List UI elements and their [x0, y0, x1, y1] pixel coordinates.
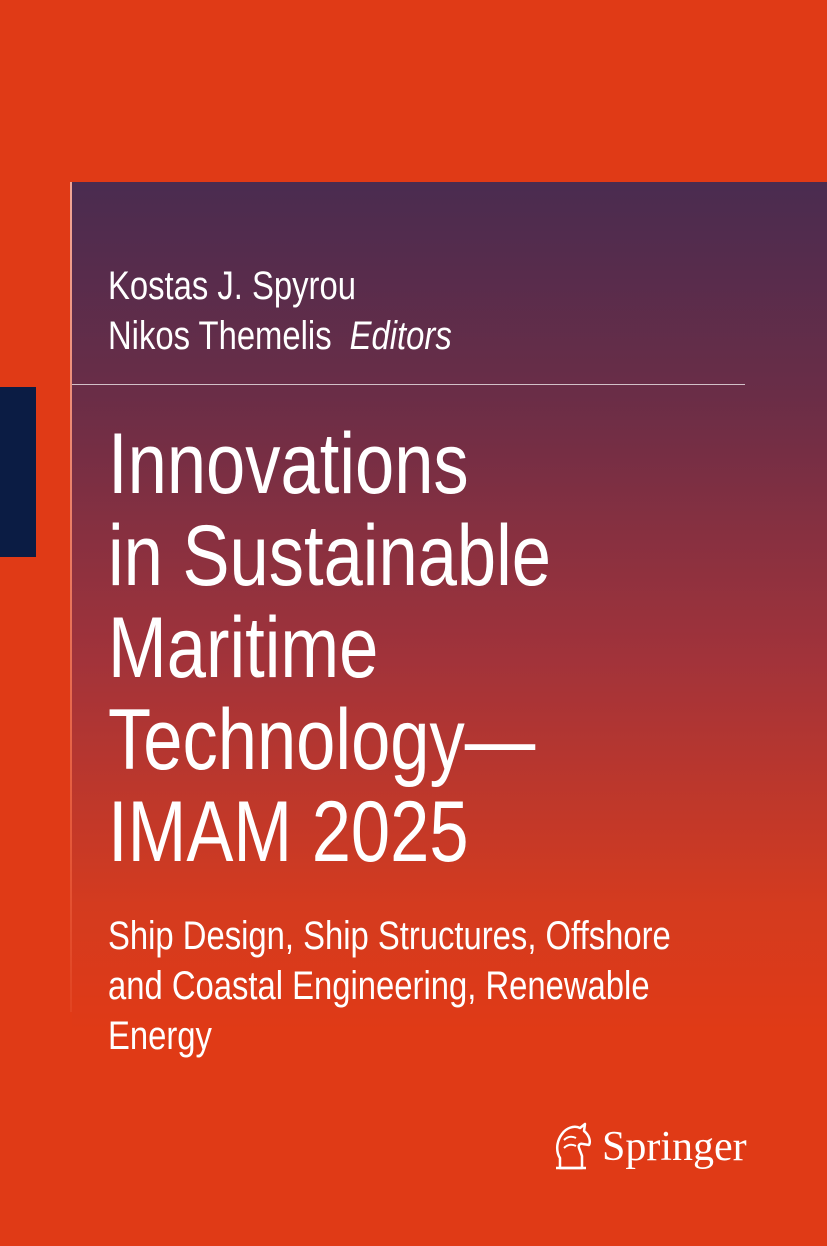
- title-line: in Sustainable: [108, 508, 552, 604]
- author-line: Nikos Themelis Editors: [108, 312, 452, 360]
- horizontal-rule: [72, 384, 745, 385]
- publisher-name: Springer: [602, 1124, 747, 1170]
- title-line: Innovations: [108, 416, 469, 512]
- editor-role: Editors: [349, 314, 452, 358]
- subtitle-line: and Coastal Engineering, Renewable: [108, 964, 650, 1008]
- author: Nikos Themelis: [108, 314, 332, 358]
- springer-horse-icon: [556, 1122, 592, 1170]
- subtitle-line: Ship Design, Ship Structures, Offshore: [108, 914, 671, 958]
- title-line: IMAM 2025: [108, 784, 469, 880]
- title-line: Maritime: [108, 600, 379, 696]
- vertical-rule: [70, 182, 72, 1012]
- navy-tab: [0, 387, 36, 557]
- author: Kostas J. Spyrou: [108, 264, 356, 308]
- title-line: Technology—: [108, 692, 536, 788]
- gradient-panel: [72, 182, 827, 1246]
- subtitle-line: Energy: [108, 1014, 212, 1058]
- publisher-logo: Springer: [552, 1122, 747, 1172]
